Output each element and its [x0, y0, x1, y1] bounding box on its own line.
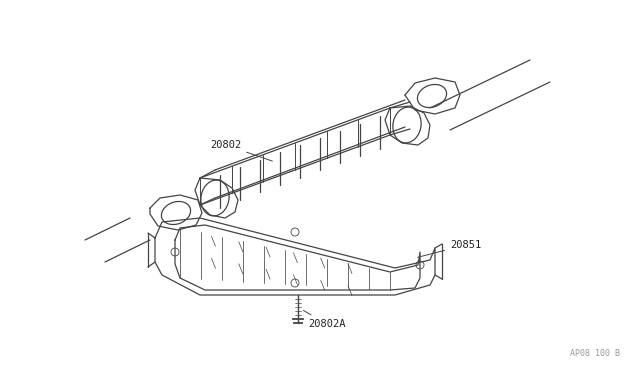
Text: AP08 100 B: AP08 100 B [570, 349, 620, 358]
Text: 20802: 20802 [210, 140, 273, 161]
Text: 20851: 20851 [418, 240, 481, 257]
Text: 20802A: 20802A [303, 310, 346, 329]
